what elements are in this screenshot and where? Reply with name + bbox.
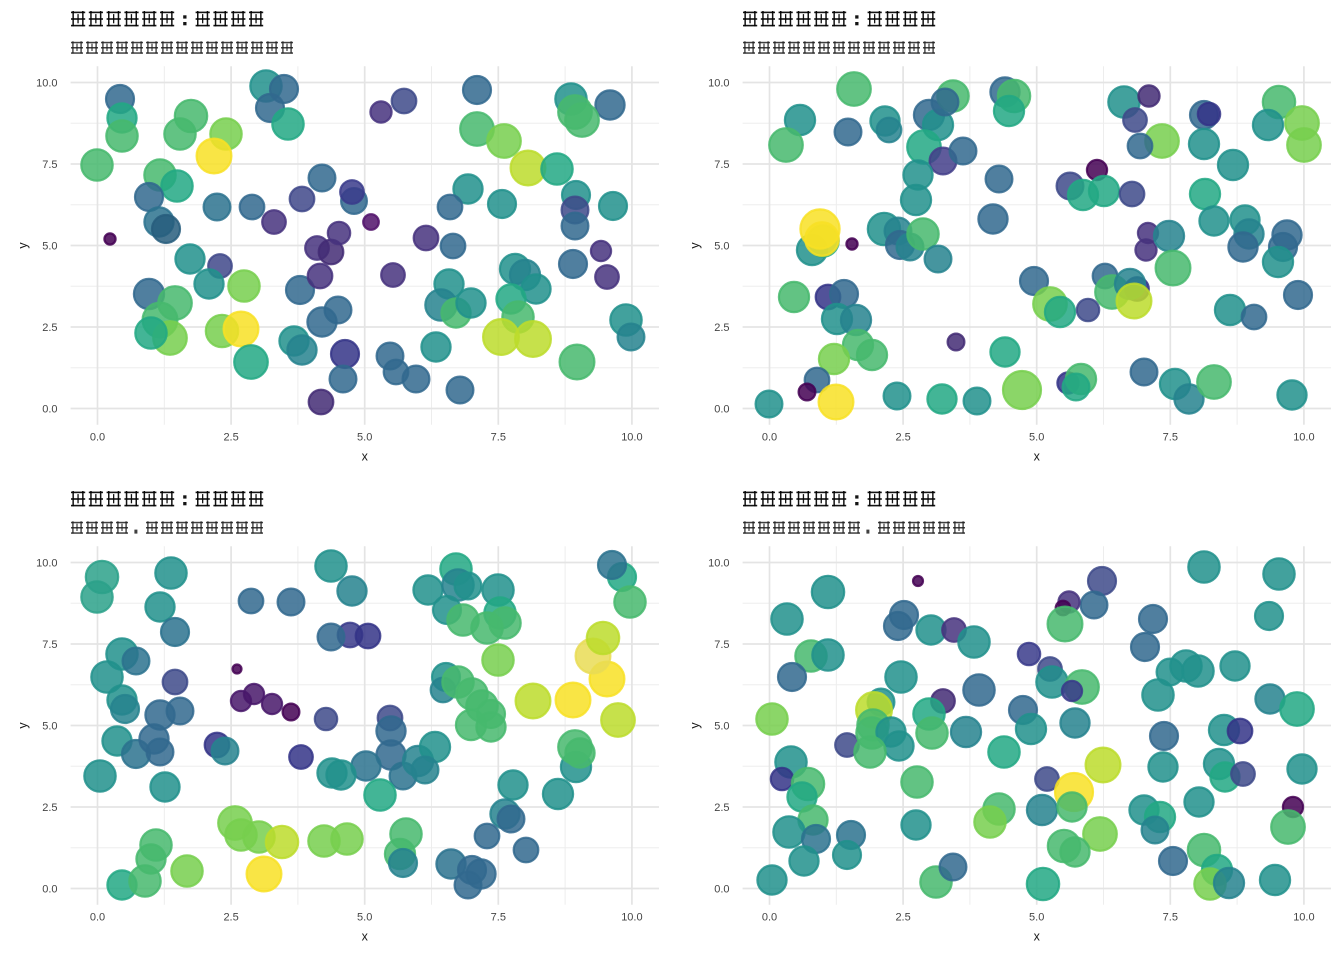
svg-text:7.5: 7.5	[42, 639, 57, 651]
svg-text:5.0: 5.0	[714, 720, 729, 732]
svg-text:0.0: 0.0	[42, 403, 57, 415]
svg-text:10.0: 10.0	[36, 77, 57, 89]
svg-text:0.0: 0.0	[714, 883, 729, 895]
svg-text:5.0: 5.0	[1029, 912, 1044, 924]
svg-text:2.5: 2.5	[714, 322, 729, 334]
svg-text:0.0: 0.0	[714, 403, 729, 415]
svg-text:5.0: 5.0	[42, 720, 57, 732]
svg-text:y: y	[16, 242, 30, 249]
svg-text:7.5: 7.5	[1163, 432, 1178, 444]
svg-text:10.0: 10.0	[36, 557, 57, 569]
svg-text:0.0: 0.0	[90, 432, 105, 444]
svg-text:x: x	[362, 930, 369, 944]
svg-text:x: x	[1034, 450, 1041, 464]
svg-text:2.5: 2.5	[223, 912, 238, 924]
svg-text:0.0: 0.0	[762, 432, 777, 444]
svg-text:0.0: 0.0	[762, 912, 777, 924]
svg-text:2.5: 2.5	[42, 322, 57, 334]
svg-text:10.0: 10.0	[621, 432, 642, 444]
svg-text:2.5: 2.5	[714, 802, 729, 814]
svg-text:10.0: 10.0	[708, 77, 729, 89]
svg-text:y: y	[688, 242, 702, 249]
svg-text:0.0: 0.0	[42, 883, 57, 895]
svg-text:2.5: 2.5	[895, 912, 910, 924]
svg-text:7.5: 7.5	[42, 159, 57, 171]
svg-text:2.5: 2.5	[42, 802, 57, 814]
svg-text:5.0: 5.0	[357, 912, 372, 924]
svg-text:10.0: 10.0	[621, 912, 642, 924]
svg-text:7.5: 7.5	[714, 639, 729, 651]
svg-text:y: y	[688, 722, 702, 729]
svg-text:2.5: 2.5	[223, 432, 238, 444]
svg-text:10.0: 10.0	[708, 557, 729, 569]
svg-text:x: x	[1034, 930, 1041, 944]
svg-text:7.5: 7.5	[491, 912, 506, 924]
svg-text:7.5: 7.5	[491, 432, 506, 444]
svg-text:7.5: 7.5	[1163, 912, 1178, 924]
svg-text:5.0: 5.0	[357, 432, 372, 444]
svg-text:0.0: 0.0	[90, 912, 105, 924]
svg-text:5.0: 5.0	[42, 240, 57, 252]
svg-text:2.5: 2.5	[895, 432, 910, 444]
svg-text:10.0: 10.0	[1293, 432, 1314, 444]
svg-text:10.0: 10.0	[1293, 912, 1314, 924]
svg-text:7.5: 7.5	[714, 159, 729, 171]
svg-text:5.0: 5.0	[1029, 432, 1044, 444]
svg-text:y: y	[16, 722, 30, 729]
svg-text:x: x	[362, 450, 369, 464]
svg-text:5.0: 5.0	[714, 240, 729, 252]
